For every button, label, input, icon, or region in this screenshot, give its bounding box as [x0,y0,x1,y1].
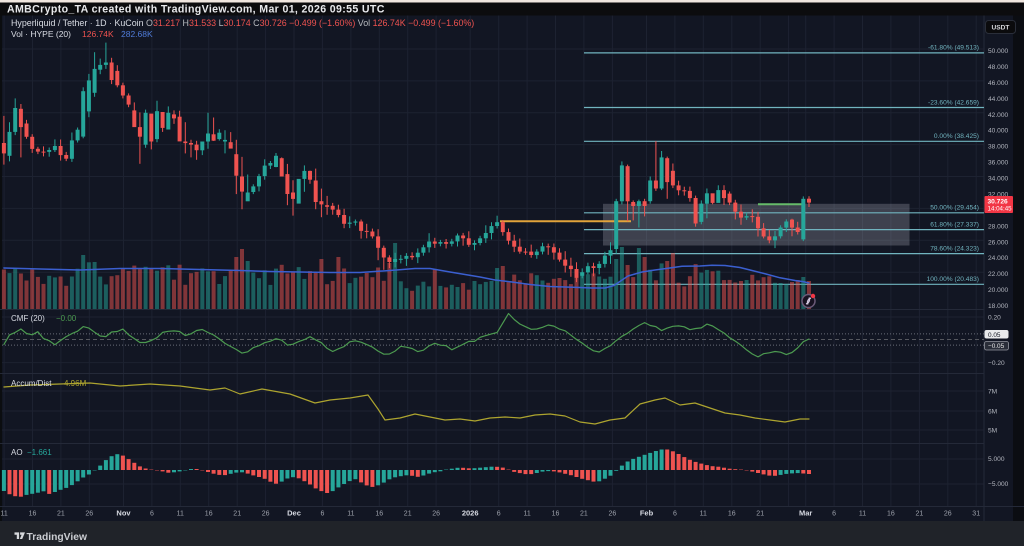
svg-text:5M: 5M [988,428,997,435]
svg-text:40.000: 40.000 [988,128,1009,135]
svg-text:11: 11 [177,511,184,518]
svg-text:11: 11 [347,511,354,518]
svg-text:6: 6 [497,511,501,518]
svg-text:11: 11 [523,511,530,518]
svg-text:26: 26 [85,511,93,518]
svg-text:44.000: 44.000 [988,96,1009,103]
svg-text:Feb: Feb [640,509,654,518]
svg-text:16: 16 [552,511,560,518]
svg-text:7M: 7M [988,389,997,396]
svg-text:-23.60% (42.659): -23.60% (42.659) [928,99,979,106]
svg-text:6: 6 [320,511,324,518]
svg-text:Dec: Dec [287,509,301,518]
svg-text:TradingView: TradingView [27,532,88,543]
svg-text:21: 21 [233,511,241,518]
svg-text:16: 16 [375,511,383,518]
svg-text:USDT: USDT [992,25,1010,32]
svg-text:Accum/Dist: Accum/Dist [11,379,52,388]
svg-text:Vol · HYPE (20): Vol · HYPE (20) [11,29,71,39]
svg-text:26: 26 [609,511,617,518]
svg-text:Hyperliquid / Tether · 1D · Ku: Hyperliquid / Tether · 1D · KuCoin O31.2… [11,18,474,28]
svg-text:11: 11 [700,511,707,518]
svg-text:46.000: 46.000 [988,80,1009,87]
svg-text:AO: AO [11,448,23,457]
svg-text:30.726: 30.726 [988,199,1009,206]
svg-text:−5.000: −5.000 [988,481,1009,488]
svg-text:24.000: 24.000 [988,255,1009,262]
svg-text:38.000: 38.000 [988,144,1009,151]
svg-text:21: 21 [580,511,588,518]
svg-text:−1.661: −1.661 [27,448,52,457]
svg-text:26: 26 [262,511,270,518]
svg-text:0.05: 0.05 [988,332,1001,339]
svg-text:126.74K: 126.74K [82,29,114,39]
svg-text:26.000: 26.000 [988,239,1009,246]
svg-text:11: 11 [859,511,866,518]
svg-text:42.000: 42.000 [988,112,1009,119]
svg-text:50.000: 50.000 [988,48,1009,55]
svg-text:61.80% (27.337): 61.80% (27.337) [930,221,979,228]
svg-text:21: 21 [916,511,924,518]
svg-text:0.00% (38.425): 0.00% (38.425) [934,133,979,140]
svg-text:11: 11 [0,511,7,518]
svg-text:26: 26 [432,511,440,518]
svg-text:Nov: Nov [116,509,131,518]
svg-text:28.000: 28.000 [988,223,1009,230]
svg-text:48.000: 48.000 [988,64,1009,71]
svg-text:50.00% (29.454): 50.00% (29.454) [930,205,979,212]
svg-text:Mar: Mar [799,509,812,518]
svg-text:282.68K: 282.68K [121,29,153,39]
svg-text:−0.00: −0.00 [56,314,77,323]
svg-text:36.000: 36.000 [988,160,1009,167]
svg-text:5.000: 5.000 [988,456,1005,463]
svg-text:6: 6 [832,511,836,518]
svg-text:16: 16 [887,511,895,518]
svg-text:100.00% (20.483): 100.00% (20.483) [927,276,979,283]
svg-text:18.000: 18.000 [988,303,1009,310]
svg-text:14:04:45: 14:04:45 [988,206,1013,213]
svg-text:6: 6 [673,511,677,518]
svg-text:AMBCrypto_TA created with Trad: AMBCrypto_TA created with TradingView.co… [7,3,385,15]
svg-text:0.20: 0.20 [988,315,1001,322]
svg-text:CMF (20): CMF (20) [11,314,45,323]
svg-text:16: 16 [205,511,213,518]
svg-text:78.60% (24.323): 78.60% (24.323) [930,245,979,252]
svg-text:21: 21 [404,511,412,518]
svg-text:6M: 6M [988,409,997,416]
svg-text:−0.20: −0.20 [988,360,1005,367]
svg-text:32.000: 32.000 [988,192,1009,199]
svg-text:2026: 2026 [462,509,479,518]
svg-text:21: 21 [57,511,65,518]
svg-text:21: 21 [756,511,764,518]
svg-text:16: 16 [728,511,736,518]
svg-text:31: 31 [972,511,980,518]
svg-text:26: 26 [944,511,952,518]
svg-text:-61.80% (49.513): -61.80% (49.513) [928,45,979,52]
svg-text:−0.05: −0.05 [988,343,1005,350]
svg-text:6: 6 [150,511,154,518]
svg-text:34.000: 34.000 [988,176,1009,183]
svg-text:22.000: 22.000 [988,271,1009,278]
svg-text:16: 16 [29,511,37,518]
svg-text:4.96M: 4.96M [64,379,87,388]
svg-text:20.000: 20.000 [988,287,1009,294]
